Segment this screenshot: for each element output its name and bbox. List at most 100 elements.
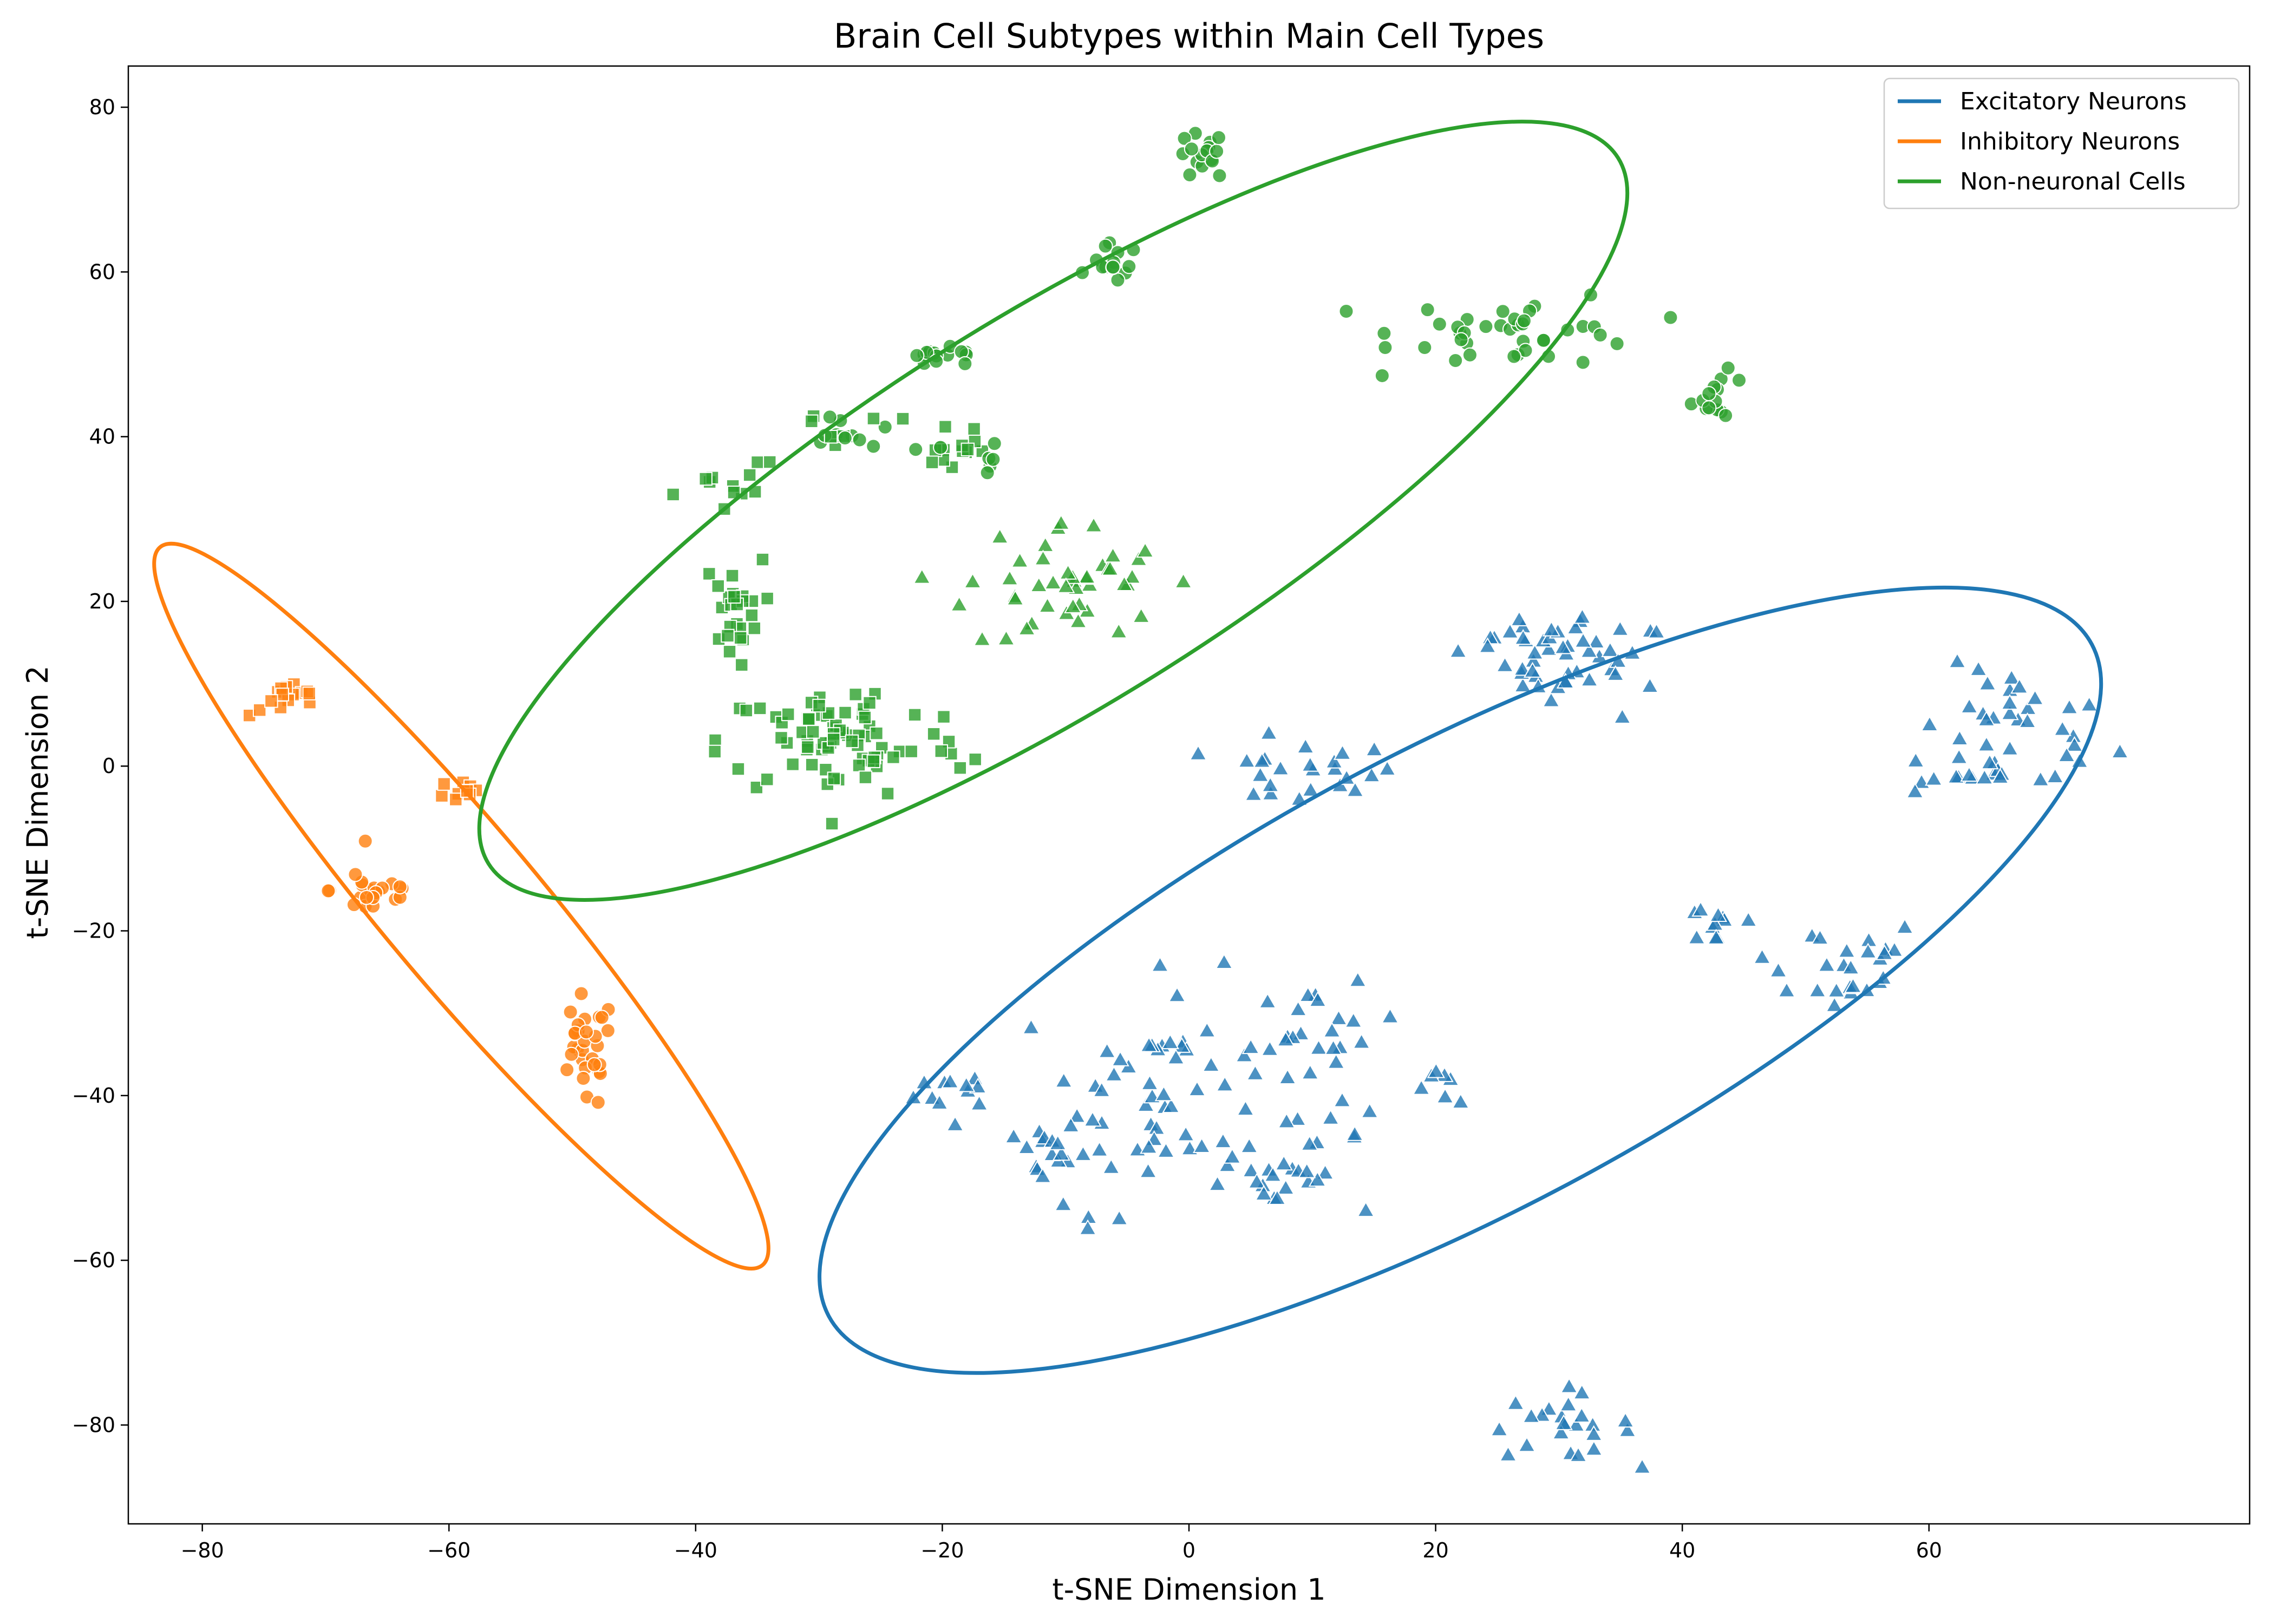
non-neuronal-cells-point — [755, 552, 770, 567]
non-neuronal-cells-point — [1109, 623, 1128, 639]
excitatory-neurons-point — [1344, 1012, 1363, 1028]
excitatory-neurons-point — [1261, 776, 1279, 793]
excitatory-neurons-point — [1924, 770, 1943, 786]
excitatory-neurons-point — [1825, 996, 1844, 1012]
excitatory-neurons-point — [1906, 782, 1924, 798]
inhibitory-neurons-point — [348, 867, 363, 882]
excitatory-neurons-point — [1641, 677, 1659, 693]
non-neuronal-cells-point — [1132, 607, 1151, 623]
excitatory-neurons-point — [1691, 901, 1710, 917]
non-neuronal-cells-point — [781, 707, 795, 722]
excitatory-neurons-point — [1240, 1137, 1258, 1154]
excitatory-neurons-point — [1981, 753, 1999, 770]
y-tick-label: 80 — [89, 95, 115, 119]
excitatory-neurons-point — [1277, 1031, 1295, 1047]
excitatory-neurons-point — [1244, 785, 1263, 801]
non-neuronal-cells-point — [1453, 332, 1469, 348]
excitatory-neurons-point — [1345, 1125, 1364, 1141]
excitatory-neurons-point — [1093, 1081, 1111, 1097]
non-neuronal-cells-point — [1701, 386, 1717, 402]
excitatory-neurons-point — [1325, 752, 1343, 769]
excitatory-neurons-point — [1844, 977, 1863, 993]
excitatory-neurons-point — [1859, 942, 1877, 959]
non-neuronal-cells-point — [1506, 349, 1522, 364]
excitatory-neurons-point — [1097, 1042, 1116, 1058]
excitatory-neurons-point — [1309, 1039, 1328, 1055]
excitatory-neurons-point — [1647, 623, 1666, 639]
excitatory-neurons-point — [1235, 1046, 1253, 1063]
excitatory-neurons-point — [1584, 1425, 1603, 1441]
excitatory-neurons-point — [1896, 918, 1914, 934]
non-neuronal-cells-point — [933, 440, 949, 455]
excitatory-neurons-point — [1162, 1097, 1180, 1114]
non-neuronal-cells-point — [805, 414, 819, 428]
excitatory-neurons-point — [1753, 948, 1772, 964]
excitatory-neurons-point — [1253, 752, 1271, 768]
non-neuronal-cells-point — [1006, 590, 1024, 606]
excitatory-neurons-point — [969, 1077, 987, 1093]
excitatory-neurons-point — [930, 1093, 949, 1110]
non-neuronal-cells-point — [1701, 400, 1717, 416]
x-axis-label: t-SNE Dimension 1 — [1052, 1573, 1325, 1607]
excitatory-neurons-point — [1289, 1000, 1308, 1017]
excitatory-neurons-point — [1299, 986, 1317, 1002]
excitatory-neurons-ellipse — [818, 585, 2103, 1375]
non-neuronal-cells-point — [908, 442, 924, 457]
excitatory-neurons-point — [1177, 1125, 1195, 1142]
excitatory-neurons-point — [1262, 784, 1280, 801]
inhibitory-neurons-ellipse — [152, 541, 770, 1271]
non-neuronal-cells-point — [997, 630, 1016, 646]
non-neuronal-cells-point — [1377, 339, 1393, 355]
non-neuronal-cells-point — [1110, 272, 1126, 288]
non-neuronal-cells-point — [827, 771, 841, 785]
excitatory-neurons-point — [1885, 941, 1904, 957]
non-neuronal-cells-point — [722, 645, 737, 659]
excitatory-neurons-point — [1920, 715, 1939, 731]
excitatory-neurons-point — [1552, 1423, 1570, 1440]
non-neuronal-cells-point — [866, 411, 881, 425]
non-neuronal-cells-point — [749, 780, 764, 795]
excitatory-neurons-point — [1478, 637, 1497, 653]
inhibitory-neurons-point — [392, 879, 408, 895]
inhibitory-neurons-point — [321, 883, 336, 899]
legend-label-inhibitory-neurons: Inhibitory Neurons — [1960, 128, 2180, 155]
non-neuronal-cells-point — [786, 757, 800, 771]
excitatory-neurons-point — [1151, 956, 1169, 972]
non-neuronal-cells-point — [963, 572, 982, 588]
excitatory-neurons-point — [1004, 1127, 1023, 1144]
excitatory-neurons-point — [1022, 1018, 1041, 1034]
non-neuronal-cells-point — [1209, 143, 1225, 159]
excitatory-neurons-point — [1449, 642, 1467, 658]
excitatory-neurons-point — [1136, 1096, 1155, 1112]
non-neuronal-cells-point — [735, 658, 749, 672]
non-neuronal-cells-point — [739, 703, 754, 718]
non-neuronal-cells-point — [1495, 304, 1511, 319]
excitatory-neurons-point — [1034, 1167, 1052, 1183]
non-neuronal-cells-point — [731, 762, 746, 776]
excitatory-neurons-point — [1490, 1420, 1508, 1437]
excitatory-neurons-point — [1246, 1064, 1265, 1081]
non-neuronal-cells-point — [960, 442, 975, 457]
non-neuronal-cells-point — [990, 528, 1009, 544]
excitatory-neurons-point — [1268, 1189, 1286, 1205]
non-neuronal-cells-point — [870, 726, 884, 741]
excitatory-neurons-point — [1327, 1053, 1345, 1069]
non-neuronal-cells-point — [838, 705, 852, 720]
inhibitory-neurons-point — [573, 986, 589, 1001]
excitatory-neurons-point — [1875, 944, 1894, 960]
non-neuronal-cells-point — [1376, 325, 1392, 341]
excitatory-neurons-point — [1052, 1144, 1070, 1161]
y-tick-label: 20 — [89, 590, 115, 613]
inhibitory-neurons-point — [264, 694, 278, 708]
excitatory-neurons-point — [2002, 669, 2021, 685]
excitatory-neurons-point — [2065, 736, 2084, 752]
non-neuronal-cells-point — [1105, 259, 1121, 275]
excitatory-neurons-point — [2001, 693, 2019, 710]
x-tick-label: 20 — [1422, 1538, 1448, 1562]
non-neuronal-cells-point — [1057, 577, 1075, 593]
excitatory-neurons-point — [1260, 1040, 1279, 1056]
x-tick-label: −40 — [674, 1538, 717, 1562]
y-tick-label: −80 — [72, 1413, 115, 1437]
non-neuronal-cells-point — [812, 698, 826, 713]
